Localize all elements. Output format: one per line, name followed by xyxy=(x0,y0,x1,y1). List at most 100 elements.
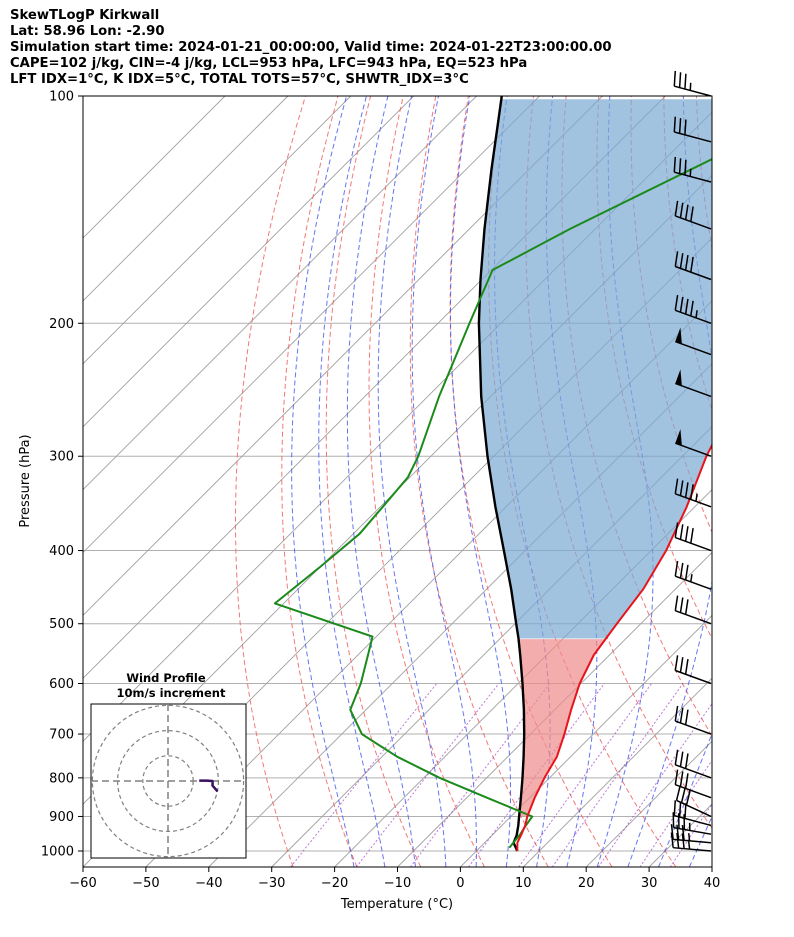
mixing-ratio-line xyxy=(409,683,551,867)
barb-full xyxy=(679,296,684,313)
barb-full xyxy=(670,832,674,848)
x-tick-label: −60 xyxy=(69,876,96,891)
barb-full xyxy=(684,73,687,90)
x-axis-label: Temperature (°C) xyxy=(340,897,453,912)
dry-adiabat-line xyxy=(729,96,794,867)
barb-half xyxy=(695,310,698,318)
barb-full xyxy=(673,800,677,816)
barb-shaft xyxy=(673,826,712,835)
dry-adiabat-line xyxy=(235,96,306,867)
wind-barb xyxy=(670,824,712,844)
barb-full xyxy=(674,251,679,267)
barb-full xyxy=(674,705,679,722)
barb-shaft xyxy=(675,382,712,398)
x-tick-label: 20 xyxy=(578,876,595,891)
isotherm-line xyxy=(711,866,712,867)
barb-full xyxy=(684,204,689,220)
barb-full xyxy=(678,72,682,88)
barb-full xyxy=(684,753,689,769)
barb-full xyxy=(684,709,689,725)
barb-shaft xyxy=(675,536,712,552)
barb-full xyxy=(684,526,689,542)
barb-full xyxy=(679,597,684,613)
isotherm-line xyxy=(460,614,712,867)
wind-barb xyxy=(675,327,712,356)
barb-flag xyxy=(675,429,682,446)
dewpoint-profile-line xyxy=(273,157,712,849)
x-tick-label: 40 xyxy=(704,876,721,891)
mixing-ratio-line xyxy=(468,683,605,867)
area-fills xyxy=(479,99,712,817)
hodograph-inset xyxy=(90,703,247,859)
barb-full xyxy=(676,832,680,849)
barb-half xyxy=(687,841,691,850)
isotherm-line xyxy=(522,677,712,867)
isotherm-line xyxy=(83,96,226,239)
barb-shaft xyxy=(675,720,712,735)
wind-barb xyxy=(674,478,712,508)
moist-adiabat-line xyxy=(411,96,477,867)
wind-barb xyxy=(673,800,712,827)
dry-adiabat-line xyxy=(368,96,485,867)
hodograph-rings xyxy=(91,704,246,858)
barb-full xyxy=(679,707,684,724)
barb-full xyxy=(674,478,679,494)
time-line: Simulation start time: 2024-01-21_00:00:… xyxy=(10,40,612,56)
barb-full xyxy=(680,787,686,803)
barb-shaft xyxy=(674,85,712,97)
x-tick-label: −10 xyxy=(384,876,411,891)
y-tick-label: 500 xyxy=(49,617,74,632)
isotherm-line xyxy=(83,96,415,428)
moist-adiabat-line xyxy=(450,96,511,867)
barb-full xyxy=(674,200,679,217)
mixing-ratio-line xyxy=(669,803,712,867)
x-tick-label: −30 xyxy=(258,876,285,891)
x-tick-label: −20 xyxy=(321,876,348,891)
barb-full xyxy=(684,255,689,271)
barb-full xyxy=(674,769,679,785)
profile-lines xyxy=(273,96,712,852)
wind-barb xyxy=(673,156,712,183)
dry-adiabat-line xyxy=(325,96,422,867)
barb-shaft xyxy=(675,309,712,324)
y-tick-label: 900 xyxy=(49,810,74,825)
mixing-ratio-line xyxy=(639,759,712,867)
wind-barb xyxy=(675,429,712,457)
barb-shaft xyxy=(675,575,712,590)
barb-shaft xyxy=(675,493,712,508)
wind-barb xyxy=(675,785,712,818)
dry-adiabat-line xyxy=(762,96,794,867)
barb-full xyxy=(684,482,689,498)
chart-header: SkewTLogP Kirkwall Lat: 58.96 Lon: -2.90… xyxy=(10,8,612,88)
barb-full xyxy=(684,773,689,789)
y-tick-label: 800 xyxy=(49,771,74,786)
barb-shaft xyxy=(675,265,712,281)
barb-shaft xyxy=(675,764,712,779)
wind-barb xyxy=(674,560,712,590)
barb-full xyxy=(674,655,679,671)
barb-full xyxy=(690,300,694,317)
mixing-ratio-line xyxy=(290,683,438,867)
barb-full xyxy=(675,785,681,801)
isotherm-line xyxy=(83,96,289,302)
barb-full xyxy=(684,803,687,819)
barb-full xyxy=(670,824,674,840)
barb-half xyxy=(687,833,691,841)
x-tick-label: −40 xyxy=(195,876,222,891)
hodograph-trace xyxy=(199,779,219,793)
isotherm-line xyxy=(334,488,712,867)
temperature-profile-line xyxy=(516,443,712,852)
barb-full xyxy=(690,206,694,222)
barb-full xyxy=(679,524,684,540)
barb-half xyxy=(690,574,693,582)
barb-full xyxy=(674,595,679,611)
barb-full xyxy=(679,771,684,787)
isotherm-line xyxy=(83,96,352,365)
barb-full xyxy=(684,159,687,176)
y-tick-label: 100 xyxy=(49,90,74,105)
isotherm-line xyxy=(83,96,603,617)
barb-full xyxy=(684,298,689,315)
wind-barb xyxy=(675,369,712,398)
barb-shaft xyxy=(673,846,712,852)
barb-full xyxy=(684,659,689,675)
